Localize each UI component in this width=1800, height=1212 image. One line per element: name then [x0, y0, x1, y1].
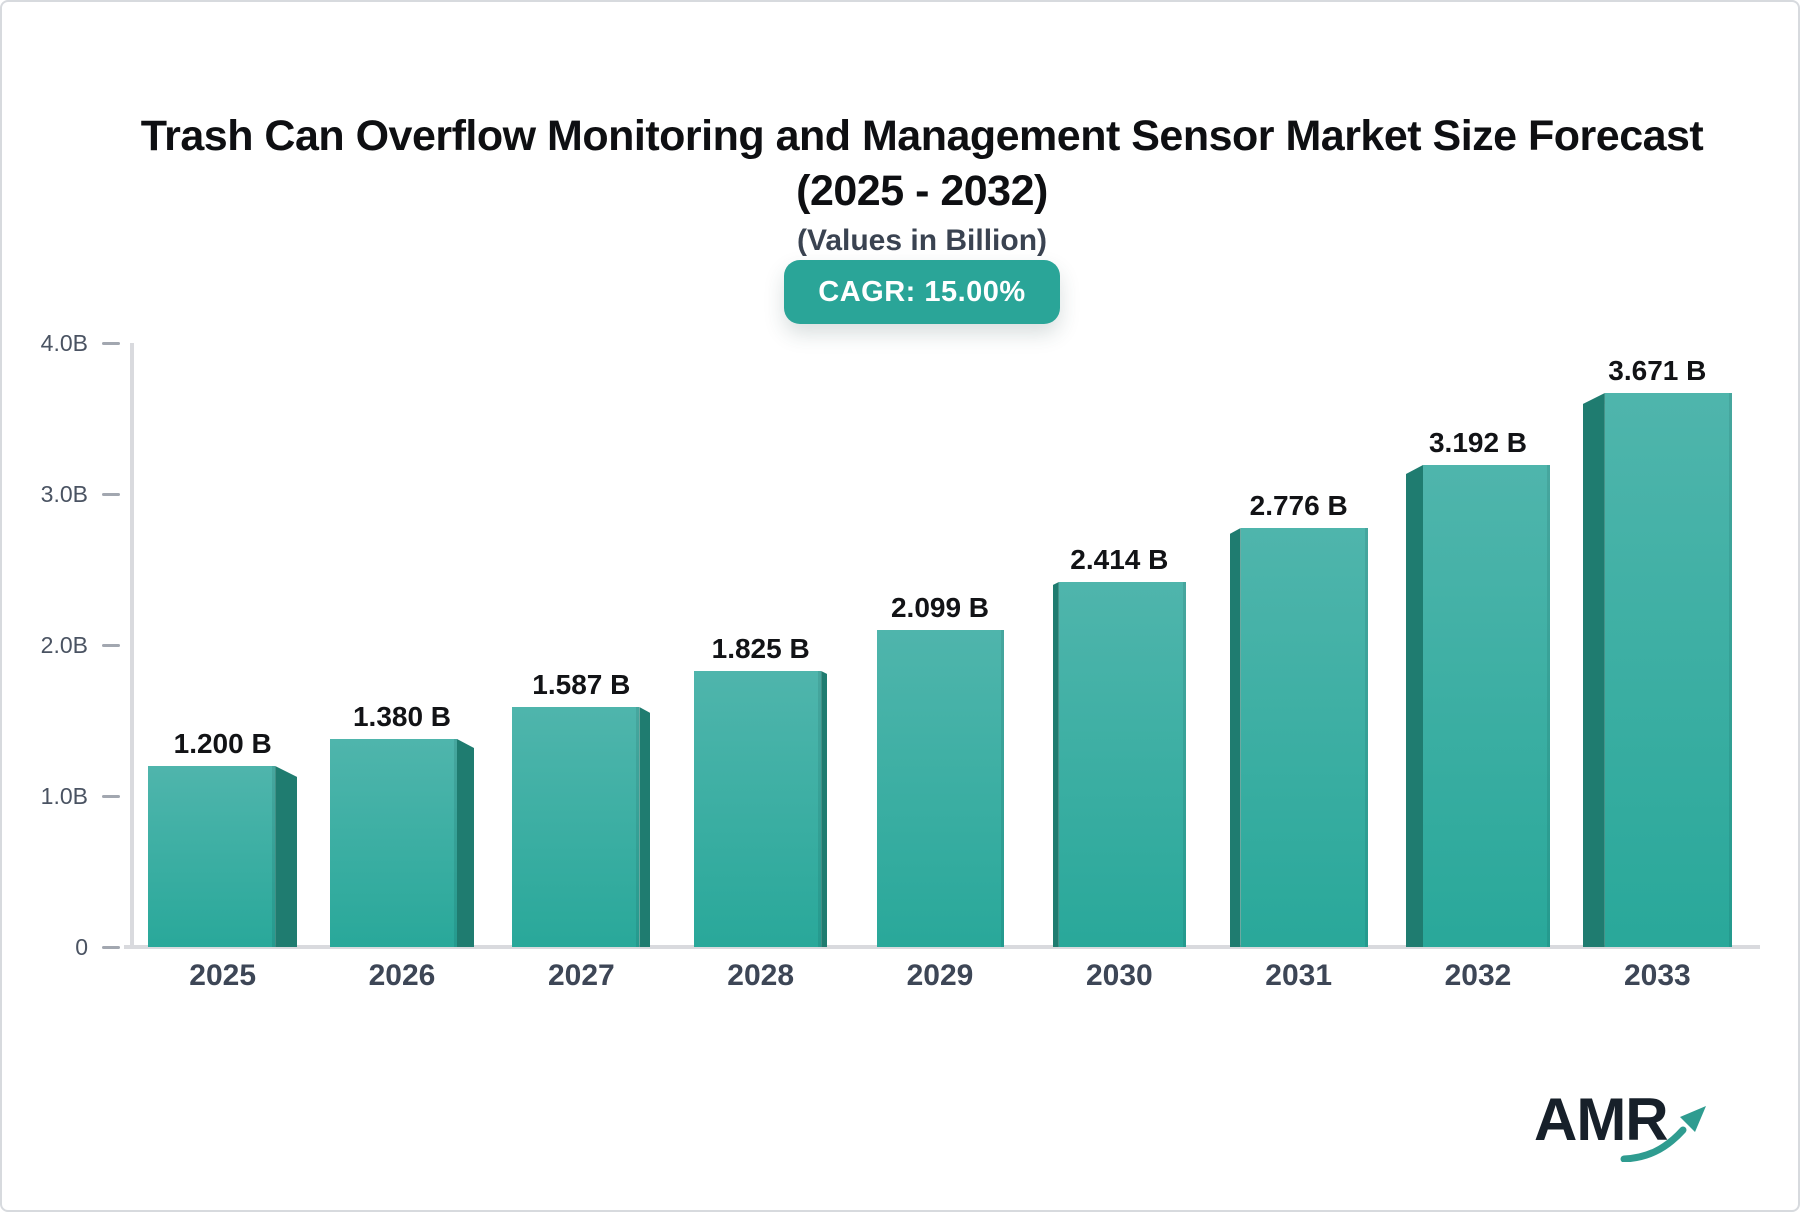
bar-value-label: 1.380 B — [352, 701, 452, 732]
chart-title: Trash Can Overflow Monitoring and Manage… — [46, 108, 1798, 218]
y-tick-dash — [102, 946, 120, 949]
cagr-badge: CAGR: 15.00% — [784, 260, 1060, 324]
bar — [694, 671, 822, 947]
bar-value-label: 2.414 B — [1070, 544, 1169, 575]
bar-value-label: 1.200 B — [173, 728, 272, 759]
bar-value-label: 1.587 B — [532, 669, 631, 700]
bar — [1604, 393, 1732, 947]
trend-up-arrow-icon — [1620, 1106, 1706, 1162]
bar-value-label: 2.776 B — [1249, 490, 1348, 521]
x-tick-label: 2027 — [547, 959, 615, 992]
bar-side-face — [639, 707, 651, 947]
bar — [876, 630, 1004, 947]
bar-side-face — [1582, 393, 1605, 947]
y-tick-label: 2.0B — [40, 632, 88, 658]
chart-title-line2: (2025 - 2032) — [796, 167, 1048, 215]
bar — [148, 766, 276, 947]
y-tick-label: 1.0B — [40, 783, 88, 809]
bar-value-label: 2.099 B — [890, 592, 990, 623]
bar — [512, 707, 640, 947]
y-tick-dash — [102, 493, 120, 496]
bar-side-face — [275, 766, 298, 947]
bar-value-label: 3.671 B — [1608, 355, 1707, 386]
plot-area: 4.0B 3.0B 2.0B 1.0B 0 1.200 B 2025 1.380 B 2026 1… — [41, 330, 1760, 992]
y-tick-label: 3.0B — [40, 481, 88, 507]
y-tick-dash — [102, 795, 120, 798]
x-tick-label: 2025 — [189, 959, 257, 992]
chart-title-line1: Trash Can Overflow Monitoring and Manage… — [140, 112, 1704, 160]
x-tick-label: 2028 — [727, 959, 795, 992]
bar-side-face — [1406, 465, 1423, 947]
y-tick-dash — [102, 342, 120, 345]
x-tick-label: 2030 — [1085, 959, 1153, 992]
bar-side-face — [821, 671, 828, 947]
amr-logo-text: AMR — [1534, 1086, 1669, 1153]
x-tick-label: 2033 — [1623, 959, 1691, 992]
y-tick-dash — [102, 644, 120, 647]
x-tick-label: 2026 — [368, 959, 436, 992]
amr-logo: AMR — [1534, 1088, 1734, 1168]
bar — [1240, 528, 1368, 947]
bar — [1423, 465, 1550, 947]
bar-value-label: 3.192 B — [1428, 427, 1528, 458]
x-axis-line — [124, 945, 1760, 949]
y-tick-label: 4.0B — [40, 330, 88, 356]
bar-side-face — [457, 739, 474, 947]
bar-value-label: 1.825 B — [711, 633, 810, 664]
bar-side-face — [1229, 528, 1241, 947]
x-tick-label: 2031 — [1265, 959, 1333, 992]
bar — [1058, 582, 1186, 947]
x-tick-label: 2032 — [1444, 959, 1512, 992]
chart-subtitle: (Values in Billion) — [796, 224, 1048, 257]
y-tick-label: 0 — [75, 934, 88, 960]
chart-header: Trash Can Overflow Monitoring and Manage… — [46, 2, 1798, 324]
bar — [330, 739, 457, 947]
bar-side-face — [1052, 582, 1059, 947]
y-axis-line — [130, 343, 134, 947]
x-tick-label: 2029 — [906, 959, 974, 992]
